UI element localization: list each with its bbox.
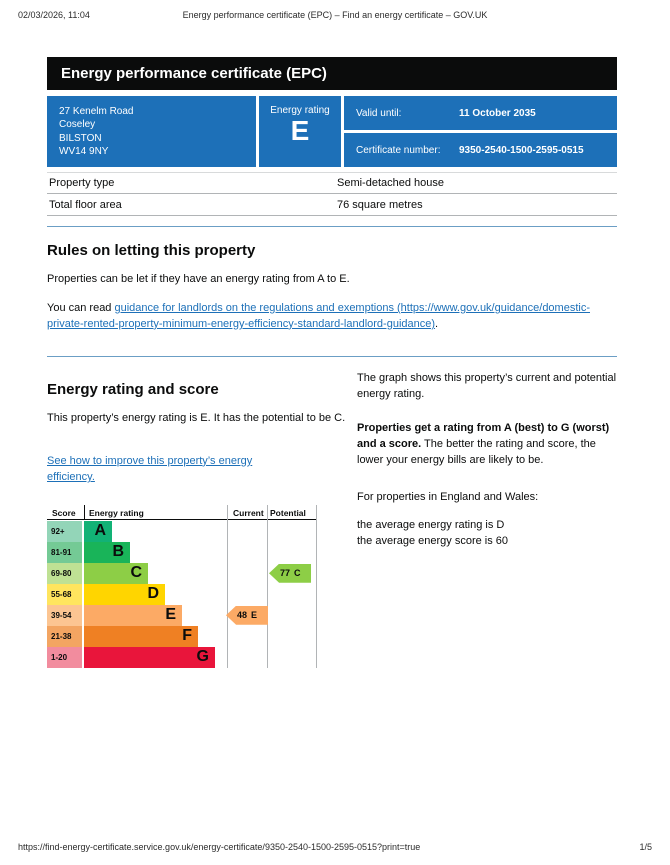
score-column-header: Score	[52, 507, 76, 518]
rating-heading: Energy rating and score	[47, 380, 219, 398]
rating-right-column: The graph shows this property’s current …	[357, 366, 617, 668]
improve-efficiency-link[interactable]: See how to improve this property’s energ…	[47, 454, 253, 484]
rating-scale-bold: Properties get a rating from A (best) to…	[357, 421, 610, 450]
energy-rating-section: Energy rating and score This property’s …	[47, 366, 617, 668]
valid-until-row: Valid until: 11 October 2035	[344, 96, 617, 131]
chart-gridline	[316, 504, 317, 668]
band-letter: E	[84, 604, 182, 626]
epc-band-row: 92+ A	[47, 520, 215, 542]
band-score-range: 1-20	[47, 646, 82, 668]
rules-paragraph: Properties can be let if they have an en…	[47, 273, 350, 285]
band-letter: G	[84, 646, 215, 668]
table-row: Total floor area 76 square metres	[47, 194, 617, 216]
page-number: 1/5	[639, 842, 652, 852]
valid-until-value: 11 October 2035	[459, 107, 536, 119]
property-address: 27 Kenelm Road Coseley BILSTON WV14 9NY	[47, 96, 256, 168]
floor-area-label: Total floor area	[49, 198, 122, 211]
certificate-number-label: Certificate number:	[356, 144, 441, 156]
band-letter: A	[84, 520, 112, 542]
band-score-range: 92+	[47, 520, 82, 542]
epc-band-row: 21-38 F	[47, 625, 215, 647]
rating-left-column: Energy rating and score This property’s …	[47, 366, 349, 668]
table-row: Property type Semi-detached house	[47, 172, 617, 194]
guidance-suffix: .	[435, 317, 439, 330]
energy-rating-label: Energy rating	[270, 105, 330, 116]
certificate-title: Energy performance certificate (EPC)	[61, 65, 327, 82]
rating-column-header: Energy rating	[89, 507, 144, 518]
current-band: E	[251, 610, 258, 621]
graph-explainer-paragraph: The graph shows this property’s current …	[357, 371, 617, 400]
epc-band-row: 39-54 E	[47, 604, 215, 626]
property-details-table: Property type Semi-detached house Total …	[47, 172, 617, 216]
potential-rating-marker: 77 C	[269, 563, 311, 583]
current-column-header: Current	[233, 507, 264, 518]
band-letter: B	[84, 541, 130, 563]
property-type-value: Semi-detached house	[337, 177, 445, 189]
certificate-meta: Valid until: 11 October 2035 Certificate…	[344, 96, 617, 168]
landlord-guidance-link[interactable]: guidance for landlords on the regulation…	[47, 301, 590, 330]
chart-gridline	[227, 504, 228, 668]
address-line-2: Coseley	[59, 119, 96, 131]
epc-rating-chart: Score Energy rating Current Potential 92…	[47, 504, 317, 668]
section-divider	[47, 226, 617, 227]
address-line-3: BILSTON	[59, 132, 102, 144]
floor-area-value: 76 square metres	[337, 198, 423, 211]
potential-score: 77	[280, 568, 291, 579]
potential-column-header: Potential	[270, 507, 306, 518]
print-header: 02/03/2026, 11:04 Energy performance cer…	[0, 10, 670, 20]
address-line-1: 27 Kenelm Road	[59, 106, 134, 117]
valid-until-label: Valid until:	[356, 107, 402, 119]
chart-gridline	[84, 504, 85, 520]
summary-panel: 27 Kenelm Road Coseley BILSTON WV14 9NY …	[47, 96, 617, 168]
potential-band: C	[294, 568, 301, 579]
band-letter: F	[84, 625, 198, 647]
chart-gridline	[267, 504, 268, 668]
epc-band-row: 1-20 G	[47, 646, 215, 668]
print-datetime: 02/03/2026, 11:04	[18, 10, 90, 20]
band-score-range: 39-54	[47, 604, 82, 626]
rating-summary-paragraph: This property’s energy rating is E. It h…	[47, 411, 346, 424]
band-score-range: 21-38	[47, 625, 82, 647]
average-rating-line: the average energy rating is D	[357, 519, 505, 532]
averages-block: the average energy rating is D the avera…	[357, 518, 617, 550]
rating-scale-rest: The better the rating and score, the low…	[357, 437, 596, 466]
band-score-range: 81-91	[47, 541, 82, 563]
epc-band-row: 81-91 B	[47, 541, 215, 563]
epc-band-row: 55-68 D	[47, 583, 215, 605]
epc-band-row: 69-80 C	[47, 562, 215, 584]
average-score-line: the average energy score is 60	[357, 535, 509, 548]
certificate-page: Energy performance certificate (EPC) 27 …	[47, 57, 617, 668]
certificate-banner: Energy performance certificate (EPC)	[47, 57, 617, 90]
energy-rating-badge: Energy rating E	[259, 96, 341, 168]
current-score: 48	[237, 610, 248, 621]
rules-heading: Rules on letting this property	[47, 242, 256, 259]
guidance-paragraph: You can read guidance for landlords on t…	[47, 301, 617, 333]
england-wales-paragraph: For properties in England and Wales:	[357, 490, 539, 503]
address-line-4: WV14 9NY	[59, 145, 109, 157]
rating-bands: 92+ A 81-91 B 69-80 C 55-68 D 39-54 E 21-38 F 1-20 G	[47, 520, 215, 668]
band-score-range: 69-80	[47, 562, 82, 584]
print-page-title: Energy performance certificate (EPC) – F…	[182, 10, 488, 20]
band-letter: C	[84, 562, 148, 584]
print-url: https://find-energy-certificate.service.…	[18, 842, 421, 852]
guidance-prefix: You can read	[47, 301, 115, 314]
band-letter: D	[84, 583, 165, 605]
certificate-number-value: 9350-2540-1500-2595-0515	[459, 144, 584, 156]
certificate-number-row: Certificate number: 9350-2540-1500-2595-…	[344, 133, 617, 168]
current-rating-marker: 48 E	[226, 605, 268, 625]
chart-header: Score Energy rating Current Potential	[47, 505, 317, 520]
section-divider	[47, 355, 617, 357]
band-score-range: 55-68	[47, 583, 82, 605]
rating-scale-paragraph: Properties get a rating from A (best) to…	[357, 421, 617, 469]
print-footer: https://find-energy-certificate.service.…	[18, 842, 652, 852]
energy-rating-value: E	[290, 115, 310, 146]
property-type-label: Property type	[49, 177, 115, 189]
